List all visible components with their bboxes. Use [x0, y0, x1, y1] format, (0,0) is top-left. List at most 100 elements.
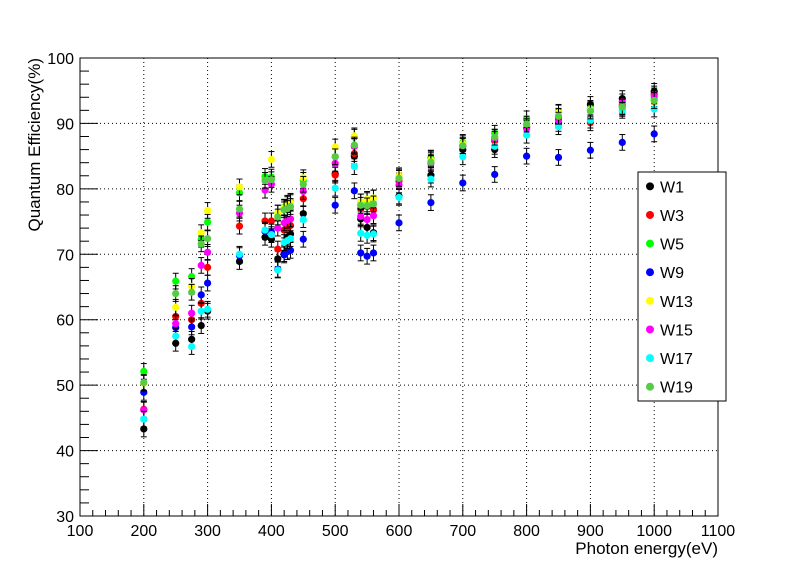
data-point-w9: [459, 179, 467, 187]
data-point-w9: [188, 323, 196, 331]
x-axis-label: Photon energy(eV): [575, 539, 718, 558]
y-tick-label: 90: [56, 116, 74, 133]
data-point-w17: [188, 342, 196, 351]
data-point-w9: [357, 249, 365, 257]
data-point-w19: [618, 103, 626, 111]
legend-label-w17: W17: [660, 351, 693, 368]
data-point-w15: [197, 261, 205, 270]
legend-marker-w17: [646, 354, 654, 363]
y-axis-label: Quantum Efficiency(%): [25, 58, 44, 232]
data-point-w19: [491, 133, 499, 141]
data-point-w19: [554, 112, 563, 120]
legend-marker-w19: [646, 382, 654, 391]
x-tick-label: 400: [258, 523, 285, 540]
data-point-w9: [204, 279, 212, 287]
data-point-w13: [172, 303, 180, 311]
x-tick-label: 800: [513, 523, 540, 540]
legend-label-w19: W19: [660, 380, 693, 397]
data-point-w19: [299, 180, 307, 188]
x-tick-label: 200: [130, 523, 157, 540]
data-point-w17: [274, 266, 282, 274]
data-point-w9: [491, 170, 499, 179]
data-point-w19: [197, 240, 205, 248]
data-point-w15: [369, 212, 378, 220]
data-point-w19: [395, 174, 403, 182]
data-point-w9: [586, 146, 595, 154]
data-point-w9: [554, 153, 563, 162]
legend-label-w5: W5: [660, 237, 684, 254]
data-point-w19: [331, 153, 339, 161]
data-point-w13: [235, 183, 244, 191]
data-point-w19: [363, 202, 371, 210]
data-point-w19: [172, 289, 180, 298]
data-point-w19: [586, 107, 595, 115]
legend-label-w13: W13: [660, 294, 693, 311]
y-tick-label: 30: [56, 509, 74, 526]
data-point-w17: [286, 234, 295, 243]
data-point-w1: [197, 322, 205, 330]
data-point-w17: [235, 250, 244, 258]
data-point-w5: [204, 218, 212, 226]
x-tick-label: 1100: [701, 523, 736, 540]
data-point-w19: [523, 120, 531, 128]
data-point-w15: [357, 212, 365, 220]
data-point-w15: [172, 320, 180, 328]
data-point-w17: [140, 415, 148, 423]
y-tick-label: 40: [56, 444, 74, 461]
x-tick-label: 600: [386, 523, 413, 540]
data-point-w15: [204, 248, 212, 256]
data-point-w17: [523, 131, 531, 139]
data-point-w17: [204, 305, 212, 313]
x-tick-label: 300: [194, 523, 221, 540]
data-point-w19: [286, 202, 295, 211]
data-point-w5: [172, 277, 180, 285]
data-point-w19: [188, 288, 196, 296]
data-point-w9: [299, 235, 307, 243]
legend-box: [637, 171, 727, 402]
data-point-w19: [357, 201, 365, 209]
legend-marker-w5: [646, 239, 654, 248]
legend-marker-w1: [646, 182, 654, 191]
data-point-w15: [274, 224, 282, 232]
data-point-w17: [363, 231, 371, 239]
data-point-w15: [286, 215, 295, 223]
data-point-w3: [235, 222, 244, 230]
series-w17: [140, 100, 658, 428]
data-point-w9: [286, 246, 295, 254]
legend-marker-w15: [646, 325, 654, 334]
data-point-w3: [267, 217, 275, 225]
data-point-w19: [267, 176, 275, 184]
data-point-w3: [331, 171, 339, 179]
y-tick-label: 70: [56, 247, 74, 264]
data-point-w17: [369, 230, 378, 238]
data-point-w9: [331, 201, 339, 209]
data-point-w5: [140, 367, 148, 376]
x-tick-label: 1000: [636, 523, 672, 540]
data-point-w9: [395, 219, 403, 227]
data-point-w9: [427, 198, 435, 207]
y-tick-label: 80: [56, 182, 74, 199]
data-point-w15: [188, 309, 196, 317]
data-point-w19: [235, 205, 244, 213]
data-point-w19: [140, 378, 148, 387]
data-point-w9: [369, 249, 378, 257]
legend-label-w3: W3: [660, 208, 684, 225]
data-point-w17: [650, 105, 658, 113]
data-point-w17: [357, 229, 365, 237]
data-point-w17: [554, 123, 563, 131]
x-tick-label: 700: [449, 523, 476, 540]
data-point-w13: [197, 229, 205, 237]
legend-marker-w3: [646, 210, 654, 219]
data-point-w19: [261, 176, 269, 184]
data-point-w9: [350, 187, 358, 195]
data-point-w9: [650, 130, 658, 138]
x-tick-label: 500: [322, 523, 349, 540]
data-point-w9: [197, 291, 205, 299]
x-tick-label: 100: [67, 523, 94, 540]
data-point-w9: [618, 138, 626, 147]
data-point-w17: [172, 332, 180, 340]
y-tick-label: 100: [47, 51, 74, 68]
data-point-w19: [650, 96, 658, 105]
data-point-w17: [350, 163, 358, 171]
